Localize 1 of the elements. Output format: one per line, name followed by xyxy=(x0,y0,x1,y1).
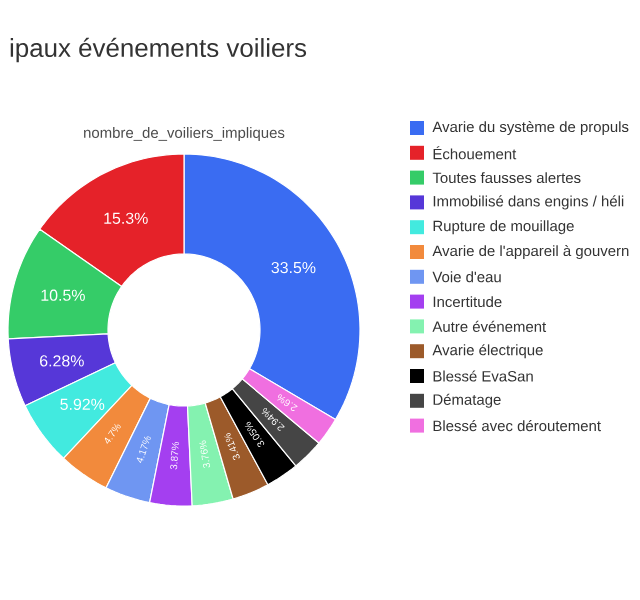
chart-title: ipaux événements voiliers xyxy=(10,37,307,63)
